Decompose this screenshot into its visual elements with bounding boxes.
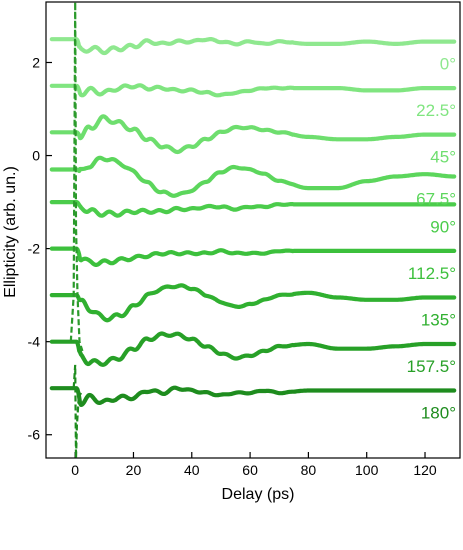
series-labels: 0° 22.5° 45° 67.5° 90° 112.5° 135° 157.5° 180°	[407, 55, 456, 423]
x-tick-label: 60	[242, 462, 258, 478]
y-axis-label: Ellipticity (arb. un.)	[2, 166, 19, 298]
series-label: 0°	[440, 55, 456, 74]
series-label: 157.5°	[407, 357, 456, 376]
series-label: 180°	[421, 404, 456, 423]
x-tick-label: 40	[184, 462, 200, 478]
series-line	[49, 83, 457, 98]
series-line	[49, 385, 457, 407]
x-axis-label: Delay (ps)	[222, 486, 295, 503]
series-label: 67.5°	[416, 189, 456, 208]
y-tick-label: -6	[28, 427, 41, 443]
plot-area	[45, 1, 461, 459]
series-line	[49, 283, 457, 323]
series-line	[49, 155, 457, 198]
y-axis-ticks: 2 0 -2 -4 -6	[28, 54, 52, 443]
series-label: 90°	[430, 217, 456, 236]
series-label: 22.5°	[416, 101, 456, 120]
x-axis-ticks: 0 20 40 60 80 100 120	[71, 452, 437, 478]
series-line	[49, 246, 457, 267]
series-line	[49, 114, 457, 155]
series-line	[49, 37, 457, 56]
y-tick-label: -2	[28, 241, 41, 257]
dashed-transient-line	[69, 1, 84, 352]
series-line	[49, 200, 457, 218]
x-tick-label: 120	[413, 462, 437, 478]
y-tick-label: 0	[32, 148, 40, 164]
dashed-transient-line	[72, 364, 82, 459]
series-label: 135°	[421, 310, 456, 329]
x-tick-label: 100	[355, 462, 379, 478]
series-layer	[49, 1, 457, 459]
series-label: 112.5°	[408, 264, 456, 283]
x-tick-label: 20	[126, 462, 142, 478]
y-tick-label: -4	[28, 334, 41, 350]
series-label: 45°	[430, 148, 456, 167]
series-line	[49, 331, 457, 367]
x-tick-label: 80	[301, 462, 317, 478]
x-tick-label: 0	[71, 462, 79, 478]
plot-frame	[45, 1, 461, 459]
y-tick-label: 2	[32, 54, 40, 70]
